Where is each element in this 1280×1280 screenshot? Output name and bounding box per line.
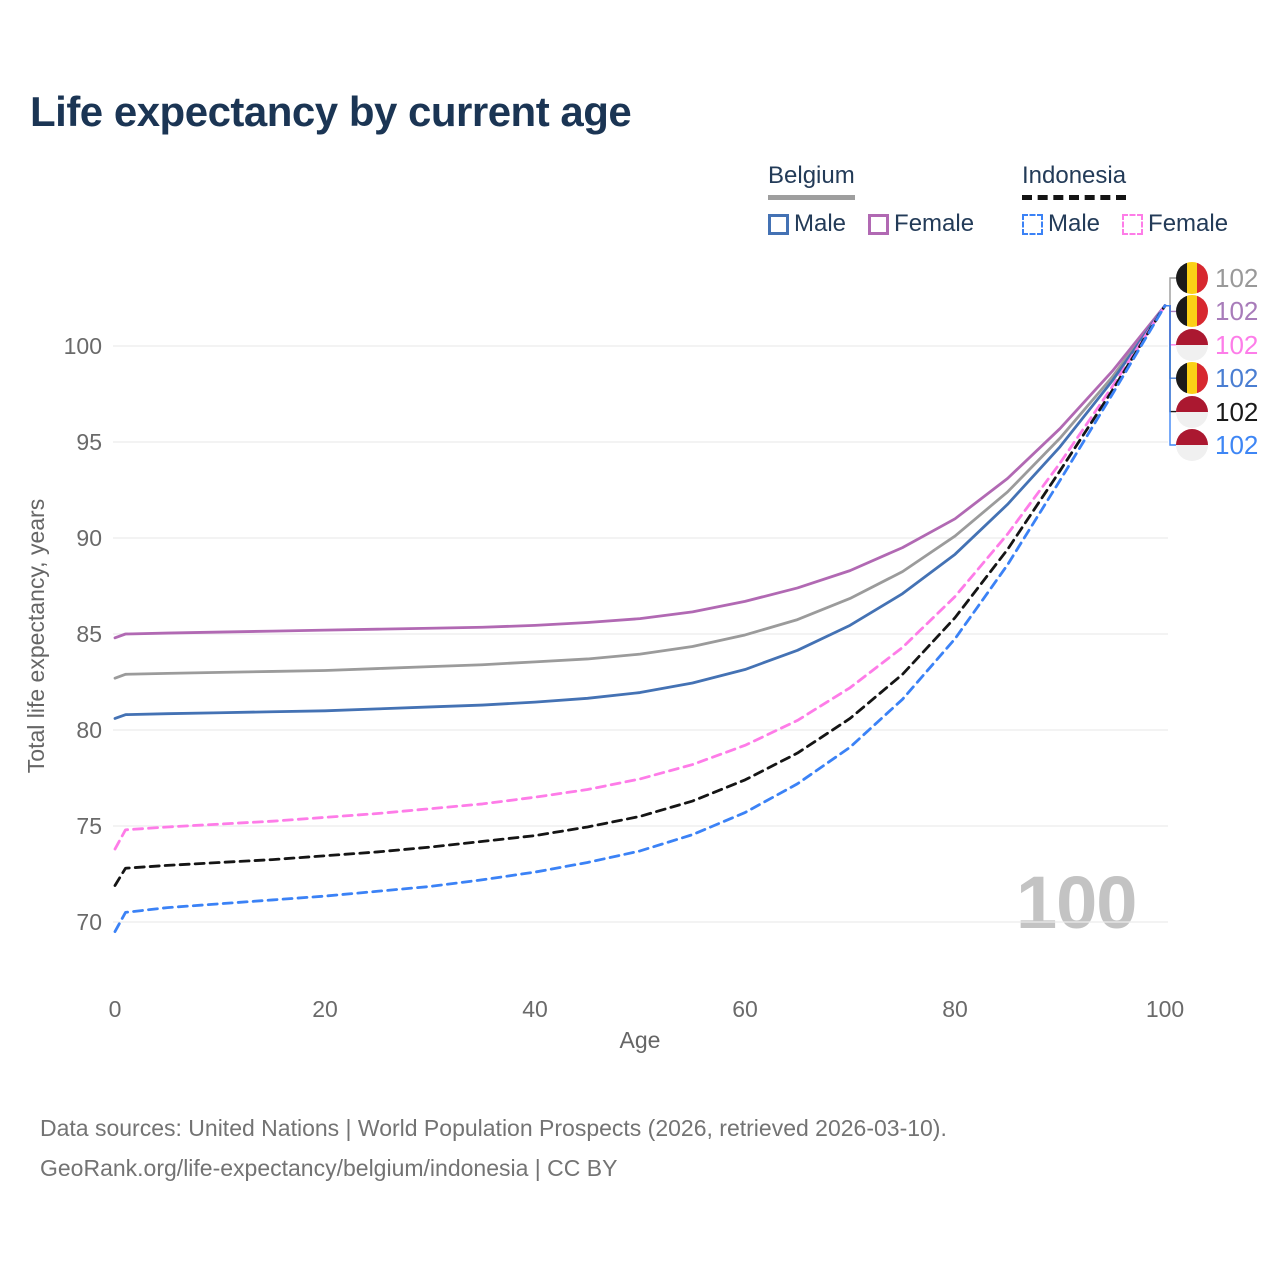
y-tick-label-70: 70 xyxy=(76,909,102,935)
end-label-indonesia-male: 102 xyxy=(1176,429,1258,461)
legend-group-belgium: Belgium Male Female xyxy=(768,162,974,238)
x-tick-label-60: 60 xyxy=(732,996,758,1022)
belgium-flag-icon xyxy=(1176,362,1208,395)
legend-item-label: Female xyxy=(1148,210,1229,237)
y-tick-label-100: 100 xyxy=(64,333,102,359)
line-belgium-male xyxy=(113,304,1167,720)
legend-item-belgium-female[interactable]: Female xyxy=(868,210,974,238)
indonesia-flag-icon xyxy=(1176,429,1208,461)
legend-header-indonesia[interactable]: Indonesia xyxy=(1022,162,1127,200)
age-frame-watermark: 100 xyxy=(1016,861,1137,944)
x-axis-title: Age xyxy=(620,1027,661,1053)
leader-line-indonesia-male xyxy=(1164,304,1176,446)
line-indonesia xyxy=(113,304,1167,887)
indonesia-male-swatch-icon xyxy=(1022,213,1043,235)
x-tick-label-100: 100 xyxy=(1146,996,1184,1022)
y-tick-label-90: 90 xyxy=(76,525,102,551)
legend-item-label: Male xyxy=(794,210,847,237)
end-value: 102 xyxy=(1215,329,1259,360)
end-label-indonesia-female: 102 xyxy=(1176,328,1259,361)
y-tick-label-80: 80 xyxy=(76,717,102,743)
end-label-belgium-male: 102 xyxy=(1176,362,1259,395)
belgium-flag-icon xyxy=(1176,295,1208,328)
indonesia-female-swatch-icon xyxy=(1122,213,1144,235)
end-label-belgium: 102 xyxy=(1176,262,1258,294)
life-expectancy-line-chart: 70 75 80 85 90 95 100 0 20 40 60 80 100 Total life ex… xyxy=(23,277,1184,1053)
footer: Data sources: United Nations | World Pop… xyxy=(40,1108,947,1188)
legend-item-belgium-male[interactable]: Male xyxy=(768,210,846,238)
indonesia-flag-icon xyxy=(1176,328,1208,361)
x-tick-label-40: 40 xyxy=(522,996,548,1022)
end-label-belgium-female: 102 xyxy=(1176,295,1259,328)
belgium-female-swatch-icon xyxy=(868,213,890,235)
legend-item-label: Male xyxy=(1048,210,1101,237)
legend-header-belgium[interactable]: Belgium xyxy=(768,162,855,200)
belgium-flag-icon xyxy=(1176,262,1208,294)
legend-item-indonesia-female[interactable]: Female xyxy=(1122,210,1228,238)
end-value: 102 xyxy=(1215,263,1259,293)
end-value: 102 xyxy=(1215,296,1259,327)
end-value: 102 xyxy=(1215,430,1259,460)
leader-line-belgium xyxy=(1164,277,1176,307)
end-label-indonesia: 102 xyxy=(1176,395,1259,428)
data-sources-text: Data sources: United Nations | World Pop… xyxy=(40,1115,947,1141)
page-title: Life expectancy by current age xyxy=(30,88,632,135)
line-belgium-female xyxy=(113,304,1167,640)
y-tick-label-75: 75 xyxy=(76,813,102,839)
y-axis-title: Total life expectancy, years xyxy=(23,499,49,773)
legend-group-indonesia: Indonesia Male Female xyxy=(1022,162,1228,238)
x-tick-label-20: 20 xyxy=(312,996,338,1022)
indonesia-flag-icon xyxy=(1176,395,1208,428)
x-tick-label-0: 0 xyxy=(109,996,122,1022)
y-tick-label-95: 95 xyxy=(76,429,102,455)
line-indonesia-male xyxy=(113,304,1167,933)
x-tick-label-80: 80 xyxy=(942,996,968,1022)
line-belgium xyxy=(113,304,1167,680)
line-indonesia-female xyxy=(113,304,1167,851)
legend-item-label: Female xyxy=(894,210,975,237)
attribution-text: GeoRank.org/life-expectancy/belgium/indo… xyxy=(40,1155,618,1181)
end-value: 102 xyxy=(1215,396,1259,427)
y-tick-label-85: 85 xyxy=(76,621,102,647)
belgium-male-swatch-icon xyxy=(768,213,789,235)
legend-item-indonesia-male[interactable]: Male xyxy=(1022,210,1100,238)
end-value: 102 xyxy=(1215,363,1259,394)
